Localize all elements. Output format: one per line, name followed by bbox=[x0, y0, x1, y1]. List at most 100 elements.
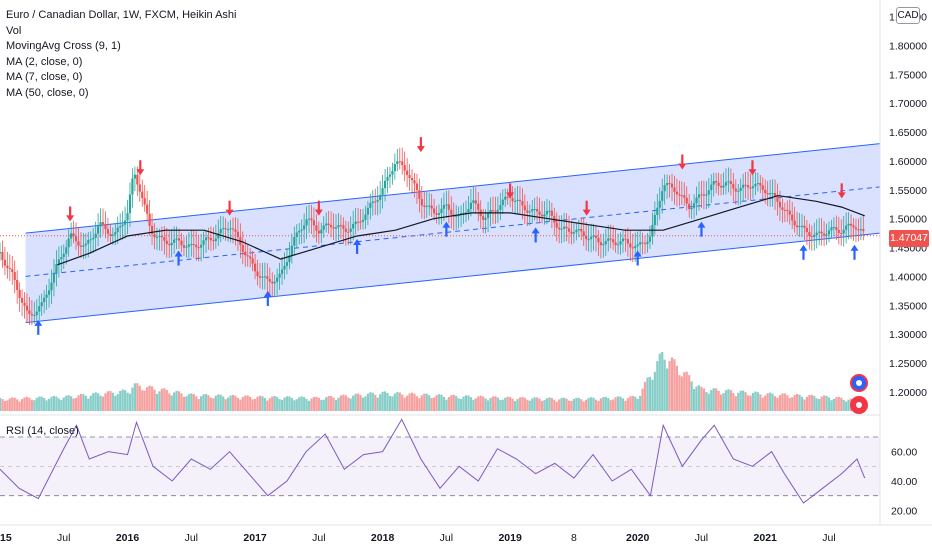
volume-bar bbox=[408, 393, 411, 411]
volume-bar bbox=[290, 397, 293, 411]
candle-body bbox=[678, 194, 681, 196]
candle-body bbox=[278, 273, 281, 278]
candle-body bbox=[251, 258, 254, 264]
buy-signal-arrow bbox=[531, 227, 540, 243]
volume-bar bbox=[89, 395, 92, 411]
volume-bar bbox=[222, 396, 225, 411]
candle-body bbox=[751, 186, 755, 189]
sell-signal-arrow bbox=[136, 160, 145, 176]
candle-body bbox=[285, 262, 289, 266]
candle-body bbox=[634, 246, 637, 249]
legend-ma2[interactable]: MA (2, close, 0) bbox=[6, 55, 83, 68]
candle-body bbox=[656, 207, 659, 215]
volume-bar bbox=[494, 396, 497, 411]
rsi-legend[interactable]: RSI (14, close) bbox=[6, 425, 79, 437]
volume-bar bbox=[572, 398, 576, 411]
volume-bar bbox=[550, 397, 553, 411]
candle-body bbox=[298, 230, 301, 233]
candle-body bbox=[266, 276, 269, 280]
candle-body bbox=[246, 255, 249, 257]
volume-bar bbox=[364, 396, 367, 411]
volume-bar bbox=[261, 396, 264, 411]
candle-body bbox=[744, 184, 747, 186]
candle-body bbox=[217, 233, 220, 239]
volume-bar bbox=[3, 401, 7, 411]
volume-bar bbox=[119, 390, 122, 411]
volume-bar bbox=[67, 395, 70, 411]
volume-bar bbox=[388, 395, 392, 411]
buy-signal-arrow bbox=[174, 250, 183, 266]
candle-body bbox=[769, 193, 772, 195]
candle-body bbox=[158, 235, 161, 237]
volume-bar bbox=[212, 398, 215, 411]
candle-body bbox=[641, 242, 644, 244]
volume-bar bbox=[773, 396, 777, 411]
candle-body bbox=[563, 226, 566, 229]
time-axis-label: 2020 bbox=[626, 532, 650, 544]
candle-body bbox=[538, 211, 541, 215]
rsi-axis-label: 60.00 bbox=[891, 447, 917, 459]
volume-bar bbox=[158, 391, 161, 411]
legend-ma-cross[interactable]: MovingAvg Cross (9, 1) bbox=[6, 40, 121, 52]
time-axis-label: 2015 bbox=[0, 532, 12, 544]
volume-bar bbox=[462, 396, 465, 411]
volume-bar bbox=[143, 390, 146, 411]
sell-signal-arrow bbox=[678, 154, 687, 170]
candle-body bbox=[244, 251, 247, 256]
volume-bar bbox=[521, 396, 524, 411]
volume-bar bbox=[25, 396, 29, 411]
candle-body bbox=[783, 209, 786, 211]
volume-bar bbox=[428, 395, 431, 411]
volume-bar bbox=[18, 401, 21, 411]
sell-signal-arrow bbox=[225, 200, 234, 216]
candle-body bbox=[60, 257, 63, 260]
candle-body bbox=[592, 235, 595, 237]
candle-body bbox=[386, 176, 389, 181]
volume-bar bbox=[344, 395, 347, 411]
candle-body bbox=[23, 302, 26, 306]
volume-bar bbox=[737, 392, 740, 411]
candle-body bbox=[616, 244, 620, 246]
indicator-icon-blue[interactable] bbox=[850, 374, 868, 392]
volume-bar bbox=[651, 379, 654, 411]
volume-bar bbox=[23, 397, 26, 411]
volume-bar bbox=[410, 392, 414, 411]
symbol-title[interactable]: Euro / Canadian Dollar, 1W, FXCM, Heikin… bbox=[6, 9, 237, 21]
volume-bar bbox=[653, 371, 656, 411]
volume-bar bbox=[6, 400, 9, 411]
volume-bar bbox=[631, 395, 634, 411]
legend-ma7[interactable]: MA (7, close, 0) bbox=[6, 71, 83, 83]
volume-bar bbox=[464, 395, 468, 411]
candle-body bbox=[74, 236, 78, 242]
price-axis-label: 1.35000 bbox=[889, 300, 927, 312]
candle-body bbox=[778, 201, 782, 208]
legend-ma50[interactable]: MA (50, close, 0) bbox=[6, 86, 89, 99]
candle-body bbox=[631, 247, 634, 249]
candle-body bbox=[697, 194, 701, 198]
volume-bar bbox=[258, 395, 262, 411]
indicator-icon-red[interactable] bbox=[850, 396, 868, 414]
candle-body bbox=[111, 234, 114, 236]
candle-body bbox=[0, 252, 2, 254]
candle-body bbox=[766, 193, 769, 195]
volume-bar bbox=[354, 393, 357, 411]
volume-bar bbox=[761, 397, 764, 411]
currency-badge[interactable]: CAD bbox=[896, 7, 920, 24]
chart-legend: Euro / Canadian Dollar, 1W, FXCM, Heikin… bbox=[6, 8, 236, 101]
volume-bar bbox=[310, 398, 313, 411]
volume-bar bbox=[661, 351, 664, 411]
volume-bar bbox=[298, 397, 301, 411]
sell-signal-arrow bbox=[66, 206, 75, 222]
volume-bar bbox=[509, 397, 512, 411]
candle-body bbox=[229, 228, 232, 230]
volume-bar bbox=[580, 399, 583, 411]
candle-body bbox=[361, 219, 365, 222]
time-axis-label: 2021 bbox=[754, 532, 778, 544]
legend-vol[interactable]: Vol bbox=[6, 24, 22, 37]
candle-body bbox=[359, 221, 362, 223]
candle-body bbox=[305, 219, 308, 226]
volume-bar bbox=[204, 393, 208, 411]
volume-bar bbox=[13, 397, 16, 411]
candle-body bbox=[491, 210, 495, 212]
